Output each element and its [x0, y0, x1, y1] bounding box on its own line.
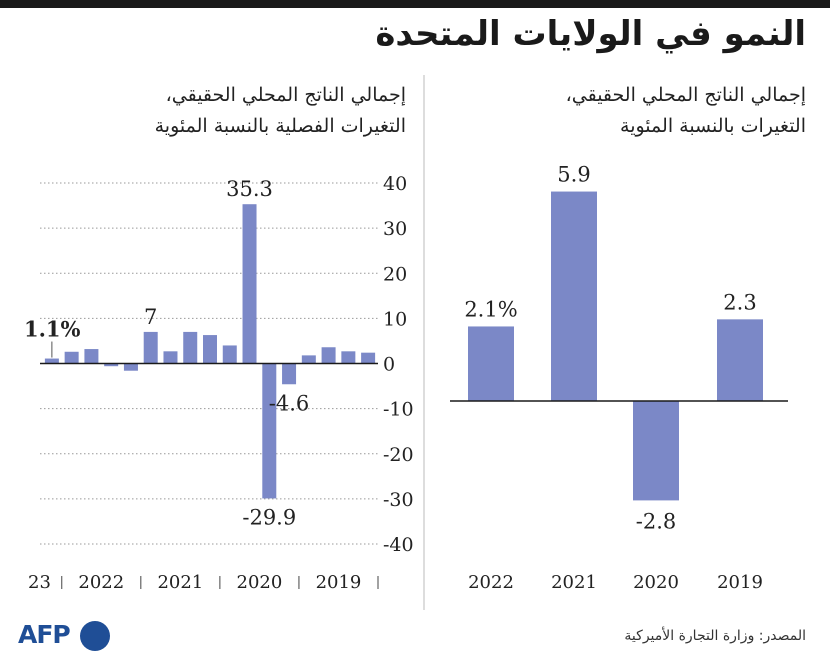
quarter-bar: [203, 335, 217, 364]
bar-value-label: 5.9: [557, 163, 590, 187]
quarter-bar: [84, 349, 99, 364]
source-note: المصدر: وزارة التجارة الأميركية: [624, 628, 806, 644]
bar-value-label: 2.3: [723, 290, 756, 314]
afp-logo-text: AFP: [18, 620, 71, 649]
quarter-bar: [321, 347, 336, 364]
bar-value-label: -29.9: [242, 505, 296, 529]
quarter-bar: [64, 351, 79, 364]
x-category-label: 2021: [551, 572, 597, 593]
x-category-label: 2020: [633, 572, 679, 593]
left-chart-title-line1: إجمالي الناتج المحلي الحقيقي،: [165, 84, 406, 106]
quarter-bar: [44, 358, 59, 364]
annual-bar: [633, 401, 679, 501]
x-year-label: 23: [28, 572, 51, 593]
y-tick-label: 10: [383, 308, 407, 330]
right-chart-title-line2: التغيرات بالنسبة المئوية: [620, 115, 806, 137]
x-year-label: 2022: [78, 572, 124, 593]
quarter-bar: [104, 363, 119, 367]
quarter-bar: [222, 345, 237, 364]
y-tick-label: -10: [383, 399, 414, 421]
bar-value-label: 1.1%: [24, 317, 81, 342]
x-category-label: 2019: [717, 572, 763, 593]
y-tick-label: -30: [383, 489, 414, 511]
y-tick-label: 20: [383, 263, 407, 285]
quarter-bar: [183, 331, 198, 364]
y-tick-label: 0: [383, 354, 395, 376]
top-bar: [0, 0, 830, 8]
annual-bar: [717, 319, 763, 401]
quarter-bar: [242, 204, 257, 364]
annual-bar: [468, 326, 514, 401]
quarter-bar: [262, 363, 277, 499]
y-tick-label: -40: [383, 534, 414, 556]
x-year-label: 2019: [316, 572, 362, 593]
quarter-bar: [301, 355, 316, 364]
y-tick-label: 40: [383, 173, 407, 195]
x-year-label: 2021: [157, 572, 203, 593]
page-title: النمو في الولايات المتحدة: [375, 14, 806, 54]
bar-value-label: 35.3: [226, 177, 273, 201]
quarter-bar: [282, 363, 297, 385]
quarter-bar: [341, 351, 356, 364]
bar-value-label: -2.8: [636, 509, 677, 533]
right-chart-title-line1: إجمالي الناتج المحلي الحقيقي،: [565, 84, 806, 106]
y-tick-label: -20: [383, 444, 414, 466]
left-chart-title: إجمالي الناتج المحلي الحقيقي، التغيرات ا…: [155, 80, 406, 142]
x-year-label: 2020: [237, 572, 283, 593]
quarter-bar: [143, 331, 158, 364]
afp-logo: AFP: [18, 619, 118, 655]
annual-bar: [551, 191, 597, 401]
quarter-bar: [163, 351, 178, 364]
left-chart-title-line2: التغيرات الفصلية بالنسبة المئوية: [154, 115, 406, 137]
bar-value-label: 7: [144, 305, 157, 329]
quarter-bar: [123, 363, 138, 371]
x-category-label: 2022: [468, 572, 514, 593]
y-tick-label: 30: [383, 218, 407, 240]
bar-value-label: -4.6: [269, 391, 310, 415]
bar-value-label: 2.1%: [464, 297, 517, 321]
right-chart-title: إجمالي الناتج المحلي الحقيقي، التغيرات ب…: [566, 80, 806, 142]
afp-globe-icon: [80, 621, 110, 651]
quarter-bar: [361, 352, 376, 364]
